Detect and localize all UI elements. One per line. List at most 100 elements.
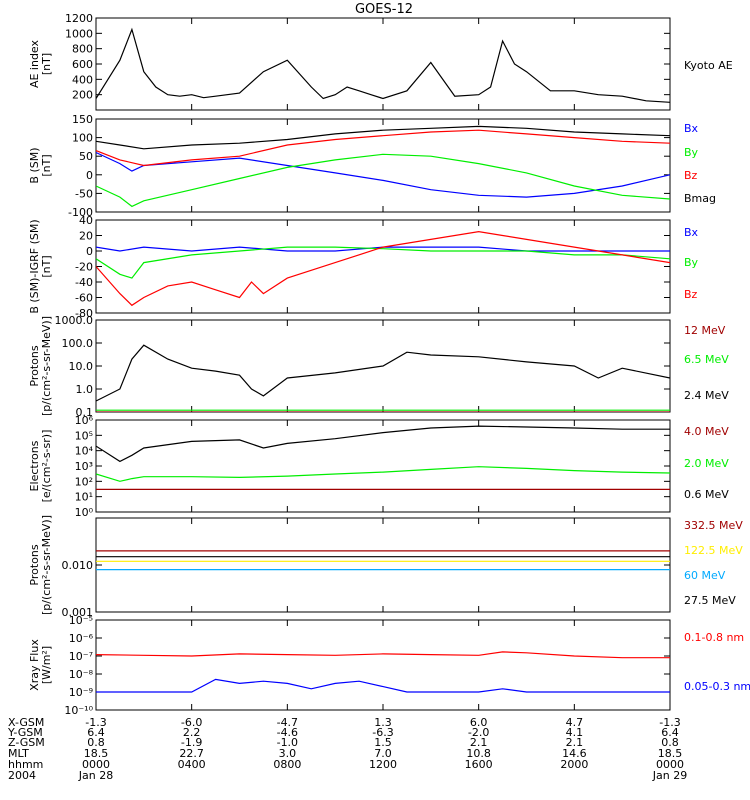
- y-tick-label: 1.0: [76, 383, 94, 396]
- y-tick-label: -80: [75, 307, 93, 320]
- y-tick-label: 10⁻⁸: [69, 668, 94, 681]
- y-axis-label: B (SM)-IGRF (SM): [28, 219, 41, 313]
- bottom-axis-table: X-GSMY-GSMZ-GSMMLThhmm2004-1.36.40.818.5…: [7, 716, 687, 782]
- y-tick-label: 10⁻¹⁰: [64, 704, 93, 717]
- axis-row-label: 2004: [8, 769, 36, 782]
- y-tick-label: 100: [72, 132, 93, 145]
- axis-value: Jan 28: [78, 769, 113, 782]
- axis-value: 4.1: [566, 726, 584, 739]
- y-tick-label: 0: [86, 169, 93, 182]
- axis-value: 6.4: [87, 726, 105, 739]
- axis-value: 1.3: [374, 716, 392, 729]
- axis-value: -4.7: [277, 716, 298, 729]
- y-axis-label: Protons: [28, 345, 41, 386]
- panel-1: 200 400 600 800 1000 1200 AE index [nT] Kyoto AE: [28, 12, 733, 111]
- axis-value: 18.5: [658, 747, 683, 760]
- y-tick-label: 0: [86, 245, 93, 258]
- y-tick-label: 10¹: [75, 491, 93, 504]
- axis-value: 3.0: [279, 747, 297, 760]
- panel-frame: [95, 517, 671, 613]
- y-tick-label: 100.0: [62, 337, 94, 350]
- axis-value: 0400: [178, 758, 206, 771]
- axis-value: 0000: [656, 758, 684, 771]
- y-axis-label: Xray Flux: [28, 639, 41, 691]
- axis-value: 2.2: [183, 726, 201, 739]
- legend-entry: Bmag: [684, 192, 716, 205]
- legend-entry: By: [684, 146, 699, 159]
- y-tick-label: 10⁶: [75, 414, 94, 427]
- legend-entry: 122.5 MeV: [684, 544, 743, 557]
- axis-value: 0000: [82, 758, 110, 771]
- y-tick-label: 10.0: [69, 360, 94, 373]
- panel-4: 0.1 1.0 10.0 100.0 1000.0 Protons [p/(cm²-s-sr…: [28, 314, 729, 419]
- axis-row-label: hhmm: [8, 758, 43, 771]
- axis-value: 10.8: [466, 747, 491, 760]
- axis-value: -2.0: [468, 726, 489, 739]
- axis-value: 6.4: [661, 726, 679, 739]
- axis-row-label: MLT: [8, 747, 29, 760]
- series-line-kyoto-ae: [96, 27, 670, 103]
- y-tick-label: 0.010: [62, 559, 94, 572]
- axis-value: 4.7: [566, 716, 584, 729]
- legend-entry: 0.6 MeV: [684, 488, 729, 501]
- series-line-0-05-0-3-nm: [96, 678, 670, 693]
- axis-value: 0800: [273, 758, 301, 771]
- legend-entry: 2.4 MeV: [684, 389, 729, 402]
- panel-6: 0.001 0.010 Protons [p/(cm²-s-sr-MeV)] 332.5…: [28, 515, 743, 619]
- axis-row-label: Z-GSM: [8, 736, 45, 749]
- axis-row-label: Y-GSM: [7, 726, 43, 739]
- series-line-0-1-0-8-nm: [96, 651, 670, 659]
- series-line-0-6-mev: [96, 425, 670, 463]
- axis-value: 18.5: [84, 747, 109, 760]
- y-tick-label: 0.1: [76, 406, 94, 419]
- legend-entry: 2.0 MeV: [684, 457, 729, 470]
- y-axis-label: [nT]: [40, 255, 53, 277]
- y-tick-label: 1000: [65, 27, 93, 40]
- y-axis-label: [nT]: [40, 53, 53, 75]
- y-tick-label: 1000.0: [55, 314, 94, 327]
- y-tick-label: 400: [72, 73, 93, 86]
- y-tick-label: 10⁰: [75, 506, 94, 519]
- axis-value: -1.3: [85, 716, 106, 729]
- axis-value: -1.3: [659, 716, 680, 729]
- y-tick-label: 40: [79, 214, 93, 227]
- legend-entry: 0.1-0.8 nm: [684, 631, 744, 644]
- legend-entry: Bz: [684, 288, 698, 301]
- axis-value: 1.5: [374, 736, 392, 749]
- panel-frame: [95, 419, 671, 513]
- y-tick-label: 10⁴: [75, 445, 94, 458]
- y-tick-label: 150: [72, 113, 93, 126]
- y-tick-label: -20: [75, 261, 93, 274]
- axis-value: 14.6: [562, 747, 587, 760]
- panel-2: -100 -50 0 50 100 150 B (SM) [nT] Bx By Bz Bmag: [28, 113, 716, 219]
- y-tick-label: 10³: [75, 460, 93, 473]
- y-axis-label: AE index: [28, 39, 41, 88]
- series-line-2-4-mev: [96, 344, 670, 402]
- legend-entry: 27.5 MeV: [684, 594, 736, 607]
- y-axis-label: [W/m²]: [40, 646, 53, 684]
- y-tick-label: 1200: [65, 12, 93, 25]
- axis-value: 6.0: [470, 716, 488, 729]
- series-line-by: [96, 246, 670, 279]
- y-axis-label: Electrons: [28, 440, 41, 491]
- legend-entry: 6.5 MeV: [684, 353, 729, 366]
- y-tick-label: 200: [72, 89, 93, 102]
- legend-entry: 332.5 MeV: [684, 519, 743, 532]
- legend-entry: Bx: [684, 226, 699, 239]
- axis-value: 2000: [560, 758, 588, 771]
- axis-value: -6.0: [181, 716, 202, 729]
- legend-entry: 60 MeV: [684, 569, 726, 582]
- y-tick-label: 0.001: [62, 606, 94, 619]
- y-axis-label: [p/(cm²-s-sr-MeV)]: [40, 515, 53, 615]
- axis-value: -4.6: [277, 726, 298, 739]
- y-tick-label: 10⁻⁷: [69, 650, 93, 663]
- series-line-bx: [96, 246, 670, 252]
- panel-7: 10⁻¹⁰ 10⁻⁹ 10⁻⁸ 10⁻⁷ 10⁻⁶ 10⁻⁵ Xray Flux [W/m²]…: [28, 614, 750, 717]
- legend-entry: 0.05-0.3 nm: [684, 680, 750, 693]
- axis-value: 0.8: [661, 736, 679, 749]
- y-tick-label: 600: [72, 58, 93, 71]
- chart-title: GOES-12: [355, 2, 413, 17]
- legend-entry: Kyoto AE: [684, 59, 733, 72]
